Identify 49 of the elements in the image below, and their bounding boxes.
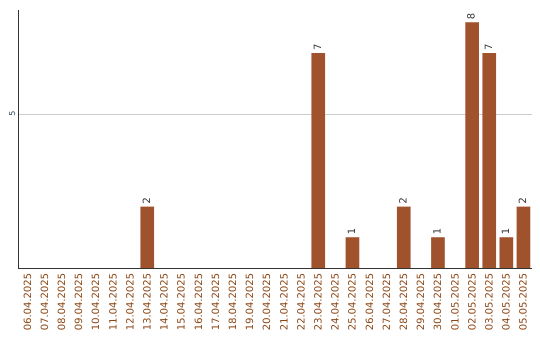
x-tick-label: 06.04.2025	[22, 273, 34, 330]
x-tick-label: 18.04.2025	[228, 273, 239, 330]
x-tick-label: 16.04.2025	[194, 273, 205, 330]
y-tick-label: 5	[8, 110, 17, 116]
x-tick-label: 27.04.2025	[382, 273, 393, 330]
x-tick-label: 07.04.2025	[40, 273, 51, 330]
data-label: 2	[398, 197, 410, 204]
bar	[396, 206, 411, 268]
x-tick-label: 12.04.2025	[125, 273, 136, 330]
x-tick-label: 09.04.2025	[74, 273, 86, 330]
x-tick-label: 28.04.2025	[399, 273, 410, 330]
bar	[431, 237, 445, 268]
bar	[465, 22, 479, 268]
x-tick-label: 22.04.2025	[296, 273, 308, 330]
bar	[500, 237, 514, 268]
x-tick-label: 08.04.2025	[57, 273, 68, 330]
x-tick-label: 23.04.2025	[314, 273, 324, 330]
x-tick-label: 11.04.2025	[108, 273, 120, 330]
data-label: 2	[142, 197, 153, 204]
x-tick-label: 24.04.2025	[330, 273, 342, 330]
bar	[482, 53, 496, 268]
x-tick-label: 25.04.2025	[348, 273, 359, 330]
bar	[140, 206, 154, 268]
data-label: 1	[432, 228, 444, 234]
data-label: 7	[312, 44, 324, 50]
x-tick-label: 20.04.2025	[262, 273, 274, 330]
x-tick-label: 01.05.2025	[450, 273, 462, 330]
bar	[516, 206, 530, 268]
x-tick-label: 30.04.2025	[433, 273, 444, 330]
x-tick-label: 19.04.2025	[245, 273, 256, 330]
data-label: 1	[346, 228, 358, 234]
x-tick-label: 15.04.2025	[176, 273, 188, 330]
bar	[346, 237, 360, 268]
x-tick-label: 17.04.2025	[210, 273, 222, 330]
x-tick-label: 14.04.2025	[160, 273, 171, 330]
data-label: 1	[500, 228, 512, 234]
x-tick-label: 13.04.2025	[142, 273, 154, 330]
x-tick-label: 05.05.2025	[518, 273, 530, 330]
x-tick-label: 21.04.2025	[279, 273, 290, 330]
x-tick-label: 26.04.2025	[364, 273, 376, 330]
bar	[311, 53, 326, 268]
x-tick-label: 04.05.2025	[502, 273, 513, 330]
x-tick-label: 29.04.2025	[416, 273, 428, 330]
data-label: 8	[466, 12, 478, 20]
x-tick-label: 10.04.2025	[91, 273, 102, 330]
data-label: 7	[484, 44, 495, 50]
data-label: 2	[518, 197, 529, 204]
x-tick-label: 02.05.2025	[467, 273, 478, 330]
x-tick-label: 03.05.2025	[484, 273, 496, 330]
